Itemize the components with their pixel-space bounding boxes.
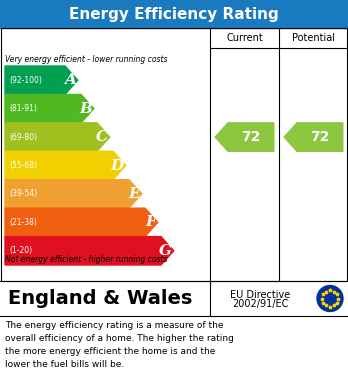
Polygon shape xyxy=(284,123,343,151)
Polygon shape xyxy=(215,123,274,151)
Polygon shape xyxy=(5,180,142,208)
Text: (39-54): (39-54) xyxy=(9,189,37,198)
Text: England & Wales: England & Wales xyxy=(8,289,192,308)
Polygon shape xyxy=(5,151,126,180)
Text: C: C xyxy=(96,130,108,144)
Polygon shape xyxy=(5,95,94,123)
Text: D: D xyxy=(111,158,124,172)
Text: (92-100): (92-100) xyxy=(9,76,42,85)
Text: (69-80): (69-80) xyxy=(9,133,37,142)
Text: B: B xyxy=(79,102,92,116)
Text: lower the fuel bills will be.: lower the fuel bills will be. xyxy=(5,360,124,369)
Text: Very energy efficient - lower running costs: Very energy efficient - lower running co… xyxy=(5,55,167,64)
Polygon shape xyxy=(5,237,174,265)
Text: Current: Current xyxy=(226,33,263,43)
Text: (55-68): (55-68) xyxy=(9,161,37,170)
Text: EU Directive: EU Directive xyxy=(230,289,290,300)
Text: 72: 72 xyxy=(310,130,330,144)
Text: (21-38): (21-38) xyxy=(9,218,37,227)
Polygon shape xyxy=(5,208,158,237)
Text: A: A xyxy=(64,73,76,87)
Text: the more energy efficient the home is and the: the more energy efficient the home is an… xyxy=(5,347,215,356)
Polygon shape xyxy=(5,123,110,151)
Text: Potential: Potential xyxy=(292,33,335,43)
Text: (1-20): (1-20) xyxy=(9,246,32,255)
Text: (81-91): (81-91) xyxy=(9,104,37,113)
Text: The energy efficiency rating is a measure of the: The energy efficiency rating is a measur… xyxy=(5,321,223,330)
Bar xyxy=(0,0,348,28)
Text: G: G xyxy=(159,244,172,258)
Text: E: E xyxy=(128,187,140,201)
Text: overall efficiency of a home. The higher the rating: overall efficiency of a home. The higher… xyxy=(5,334,234,343)
Text: 72: 72 xyxy=(241,130,261,144)
Circle shape xyxy=(317,285,343,312)
Text: Energy Efficiency Rating: Energy Efficiency Rating xyxy=(69,7,279,22)
Text: F: F xyxy=(145,215,156,230)
Polygon shape xyxy=(5,66,78,95)
Text: 2002/91/EC: 2002/91/EC xyxy=(232,298,288,308)
Bar xyxy=(1,28,347,281)
Text: Not energy efficient - higher running costs: Not energy efficient - higher running co… xyxy=(5,255,167,264)
